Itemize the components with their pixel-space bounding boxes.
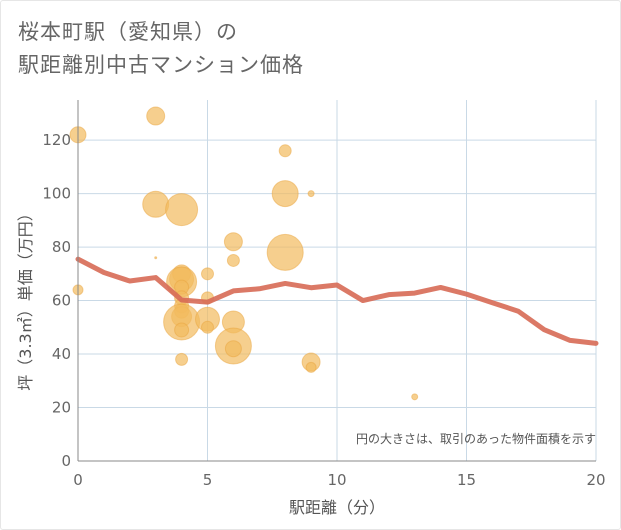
data-bubble <box>307 190 315 198</box>
y-tick-label: 120 <box>42 131 71 149</box>
data-bubble <box>146 106 166 126</box>
data-bubble <box>278 144 292 158</box>
data-bubble <box>223 232 243 252</box>
x-tick-label: 0 <box>73 471 83 489</box>
y-tick-label: 100 <box>42 185 71 203</box>
bubble-size-note: 円の大きさは、取引のあった物件面積を示す <box>356 431 596 446</box>
y-tick-label: 40 <box>52 345 71 363</box>
data-bubble <box>142 190 170 218</box>
data-bubble <box>174 322 190 338</box>
y-axis-title: 坪（3.3㎡）単価（万円） <box>16 205 35 390</box>
trend-line-layer <box>75 256 599 346</box>
data-bubble <box>201 320 214 334</box>
bubble-layer <box>69 106 419 401</box>
chart-title-line2: 駅距離別中古マンション価格 <box>18 53 304 77</box>
x-tick-label: 15 <box>457 471 476 489</box>
grid-lines <box>78 100 597 461</box>
data-bubble <box>224 340 242 358</box>
data-bubble <box>411 393 419 401</box>
chart-title: 桜本町駅（愛知県）の 駅距離別中古マンション価格 <box>18 16 304 82</box>
y-tick-label: 0 <box>61 452 71 470</box>
data-bubble <box>154 256 158 260</box>
chart-title-line1: 桜本町駅（愛知県）の <box>18 20 238 44</box>
x-tick-label: 5 <box>203 471 213 489</box>
x-axis-title: 駅距離（分） <box>289 498 385 517</box>
data-bubble <box>175 352 189 366</box>
data-bubble <box>305 361 317 373</box>
y-tick-label: 60 <box>52 292 71 310</box>
axes <box>77 100 596 462</box>
data-bubble <box>201 267 214 281</box>
data-bubble <box>165 193 199 227</box>
data-bubble <box>266 233 304 271</box>
x-tick-label: 20 <box>586 471 605 489</box>
y-tick-label: 80 <box>52 238 71 256</box>
x-tick-label: 10 <box>327 471 346 489</box>
y-tick-label: 20 <box>52 399 71 417</box>
data-bubble <box>271 180 299 208</box>
tick-labels: 0 5 10 15 20 0 20 40 60 80 100 120 <box>42 131 605 489</box>
data-bubble <box>226 253 240 267</box>
average-price-line <box>75 256 599 346</box>
